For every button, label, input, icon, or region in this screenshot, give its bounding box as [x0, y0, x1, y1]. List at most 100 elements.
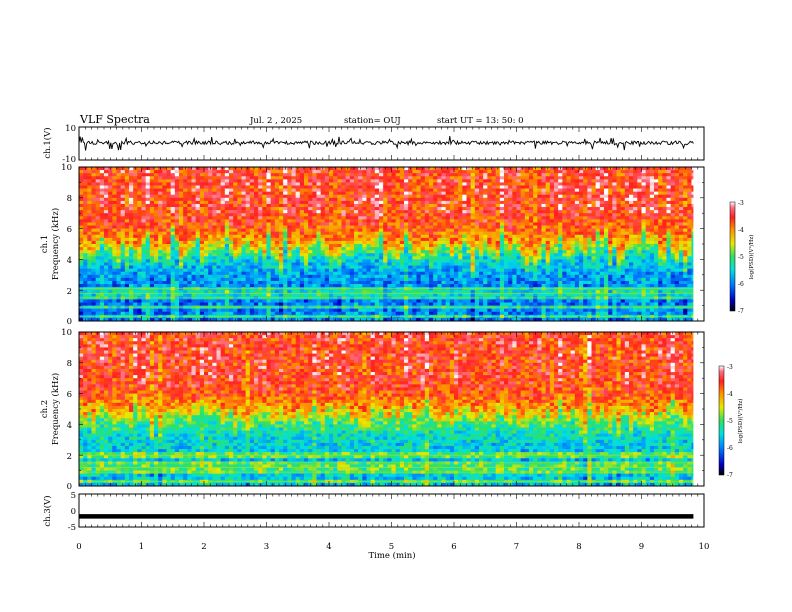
spectrogram-cell [266, 299, 271, 303]
spectrogram-cell [179, 191, 184, 196]
spectrogram-cell [237, 210, 242, 214]
spectrogram-cell [216, 194, 221, 199]
spectrogram-cell [270, 299, 276, 303]
spectrogram-cell [324, 271, 330, 276]
spectrogram-cell [316, 237, 321, 242]
spectrogram-cell [404, 173, 409, 177]
spectrogram-cell [262, 317, 267, 322]
spectrogram-cell [454, 179, 459, 183]
spectrogram-cell [412, 259, 417, 263]
spectrogram-cell [174, 290, 180, 294]
spectrogram-cell [95, 244, 101, 248]
spectrogram-cell [316, 299, 321, 303]
spectrogram-cell [379, 170, 384, 174]
spectrogram-cell [395, 256, 401, 260]
spectrogram-cell [399, 317, 405, 322]
spectrogram-cell [183, 191, 188, 196]
spectrogram-cell [166, 274, 171, 279]
spectrogram-cell [399, 262, 405, 266]
spectrogram-cell [366, 173, 371, 177]
spectrogram-cell [366, 197, 371, 202]
spectrogram-cell [291, 244, 296, 248]
spectrogram-cell [229, 277, 234, 282]
spectrogram-cell [199, 317, 205, 322]
spectrogram-cell [266, 317, 271, 322]
spectrogram-cell [270, 244, 276, 248]
spectrogram-cell [158, 197, 163, 202]
spectrogram-cell [195, 299, 201, 303]
spectrogram-cell [237, 308, 242, 313]
spectrogram-cell [141, 277, 146, 282]
spectrogram-cell [179, 244, 184, 248]
spectrogram-cell [349, 197, 355, 202]
spectrogram-cell [383, 176, 388, 180]
spectrogram-cell [83, 225, 88, 229]
spectrogram-cell [387, 247, 392, 251]
spectrogram-cell [283, 231, 288, 236]
spectrogram-cell [408, 284, 413, 288]
spectrogram-cell [337, 222, 342, 226]
spectrogram-cell [395, 234, 401, 239]
spectrogram-cell [112, 259, 117, 263]
spectrogram-cell [224, 173, 230, 177]
spectrogram-cell [162, 244, 167, 248]
spectrogram-cell [158, 191, 163, 196]
spectrogram-cell [266, 274, 271, 279]
spectrogram-cell [141, 210, 146, 214]
spectrogram-cell [79, 207, 84, 211]
spectrogram-cell [229, 268, 234, 273]
spectrogram-cell [91, 173, 96, 177]
spectrogram-cell [266, 170, 271, 174]
spectrogram-cell [137, 182, 142, 186]
spectrogram-cell [312, 219, 317, 223]
spectrogram-cell [316, 268, 321, 273]
spectrogram-cell [312, 290, 317, 294]
spectrogram-cell [429, 173, 434, 177]
spectrogram-cell [154, 256, 159, 260]
spectrogram-cell [333, 176, 338, 180]
spectrogram-cell [449, 200, 455, 205]
spectrogram-cell [379, 271, 384, 276]
spectrogram-cell [333, 253, 338, 257]
spectrogram-cell [408, 182, 413, 186]
spectrogram-cell [312, 262, 317, 266]
spectrogram-cell [324, 280, 330, 285]
spectrogram-cell [312, 173, 317, 177]
spectrogram-cell [291, 173, 296, 177]
spectrogram-cell [287, 191, 292, 196]
spectrogram-cell [333, 216, 338, 220]
spectrogram-cell [454, 203, 459, 208]
spectrogram-cell [429, 317, 434, 322]
spectrogram-cell [429, 237, 434, 242]
spectrogram-cell [379, 188, 384, 192]
spectrogram-cell [324, 185, 330, 189]
spectrogram-cell [162, 299, 167, 303]
spectrogram-cell [458, 173, 463, 177]
spectrogram-cell [391, 237, 396, 242]
spectrogram-cell [245, 311, 251, 316]
spectrogram-cell [212, 277, 217, 282]
spectrogram-cell [237, 182, 242, 186]
spectrogram-cell [441, 170, 446, 174]
spectrogram-cell [137, 188, 142, 192]
spectrogram-cell [79, 213, 84, 217]
spectrogram-cell [179, 194, 184, 199]
spectrogram-cell [466, 207, 471, 211]
spectrogram-cell [254, 311, 259, 316]
spectrogram-cell [295, 271, 301, 276]
spectrogram-cell [408, 194, 413, 199]
spectrogram-cell [304, 182, 309, 186]
spectrogram-cell [341, 244, 346, 248]
spectrogram-cell [233, 216, 238, 220]
spectrogram-cell [162, 284, 167, 288]
spectrogram-cell [233, 262, 238, 266]
spectrogram-cell [83, 280, 88, 285]
spectrogram-cell [337, 194, 342, 199]
spectrogram-cell [295, 265, 301, 269]
spectrogram-cell [304, 280, 309, 285]
spectrogram-cell [383, 213, 388, 217]
spectrogram-cell [241, 200, 246, 205]
spectrogram-cell [420, 207, 426, 211]
spectrogram-cell [149, 197, 155, 202]
spectrogram-cell [170, 182, 176, 186]
